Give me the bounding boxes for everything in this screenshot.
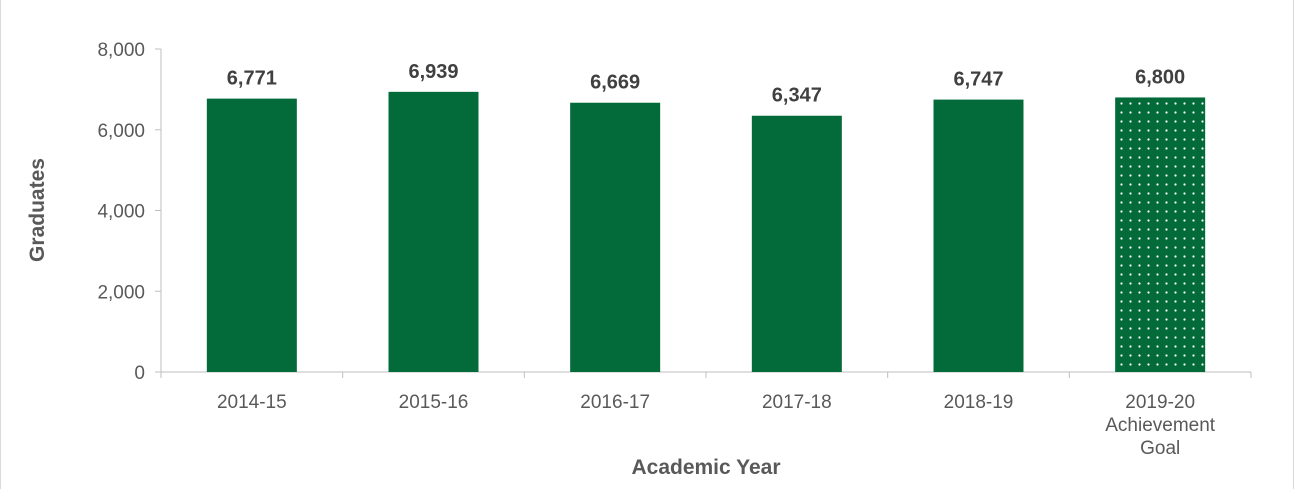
data-label: 6,771 (227, 68, 277, 90)
y-tick-label: 6,000 (97, 121, 145, 142)
y-axis-title: Graduates (26, 158, 49, 262)
bar (206, 98, 297, 372)
x-tick-label-line: 2014-15 (217, 392, 287, 413)
x-tick-label: 2015-16 (399, 392, 469, 413)
data-label: 6,669 (590, 72, 640, 94)
data-label: 6,747 (953, 69, 1003, 91)
data-label: 6,939 (408, 61, 458, 83)
bars (206, 91, 1206, 373)
x-tick-label: 2017-18 (762, 392, 832, 413)
x-axis-ticks: 2014-15 2015-16 2016-17 2017-18 2018-19 2019-… (160, 372, 1252, 459)
y-tick-label: 4,000 (97, 202, 145, 223)
x-tick-label-line: 2019-20 (1125, 392, 1195, 413)
y-tick-label: 0 (134, 363, 145, 384)
x-tick-label-line: 2018-19 (944, 392, 1014, 413)
x-tick-label: 2019-20 Achievement Goal (1105, 392, 1216, 459)
y-axis-ticks: 0 2,000 4,000 6,000 8,000 (97, 40, 161, 384)
bar (570, 102, 661, 372)
x-tick-label: 2014-15 (217, 392, 287, 413)
data-label: 6,800 (1135, 66, 1185, 88)
y-tick-label: 8,000 (97, 40, 145, 61)
x-tick-label-line: 2015-16 (399, 392, 469, 413)
x-tick-label-line: Goal (1140, 438, 1180, 459)
x-tick-label: 2016-17 (580, 392, 650, 413)
data-label: 6,347 (772, 85, 822, 107)
bar (751, 115, 842, 373)
bar-goal (1115, 97, 1206, 372)
x-axis-title: Academic Year (631, 456, 780, 479)
x-tick-label-line: 2017-18 (762, 392, 832, 413)
x-tick-label-line: Achievement (1105, 415, 1216, 436)
bar (933, 99, 1024, 372)
x-tick-label-line: 2016-17 (580, 392, 650, 413)
axes (155, 49, 1251, 373)
data-labels: 6,771 6,939 6,669 6,347 6,747 6,800 (227, 61, 1185, 107)
x-tick-label: 2018-19 (944, 392, 1014, 413)
y-tick-label: 2,000 (97, 282, 145, 303)
bar (388, 91, 479, 372)
